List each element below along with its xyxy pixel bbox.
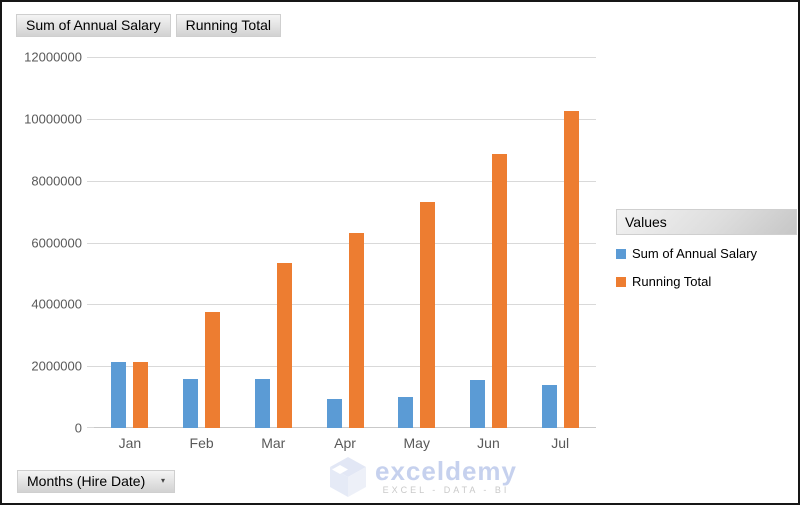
x-axis-tick-label: Jun	[477, 435, 500, 451]
y-axis-tick	[87, 366, 94, 368]
x-axis-tick-label: Feb	[189, 435, 214, 451]
y-axis-tick-label: 8000000	[31, 173, 82, 189]
gridline	[94, 118, 596, 120]
watermark-brand: exceldemy	[375, 456, 517, 486]
category-group-jul	[524, 57, 596, 428]
value-field-buttons: Sum of Annual Salary Running Total	[16, 14, 282, 37]
gridline	[94, 304, 596, 306]
legend-label: Sum of Annual Salary	[632, 246, 758, 261]
y-axis: 12000000 10000000 8000000 6000000 4000000 200…	[2, 50, 82, 436]
bar-sum-of-annual-salary-mar	[254, 378, 270, 428]
bar-running-total-jul	[563, 111, 579, 428]
exceldemy-cube-logo-icon	[330, 457, 366, 497]
watermark-text: exceldemy EXCEL - DATA - BI	[375, 456, 517, 495]
x-axis-tick-label: Jan	[118, 435, 142, 451]
y-axis-tick	[87, 118, 94, 120]
gridline	[94, 242, 596, 244]
watermark-tagline: EXCEL - DATA - BI	[382, 485, 510, 495]
field-button-running-total[interactable]: Running Total	[175, 14, 282, 37]
y-axis-tick-label: 4000000	[31, 296, 82, 312]
category-group-jan	[94, 57, 166, 428]
x-axis: Jan Feb Mar Apr May Jun Jul	[94, 435, 596, 455]
category-group-apr	[309, 57, 381, 428]
legend: Values Sum of Annual Salary Running Total	[616, 209, 797, 302]
plot-area	[87, 57, 596, 428]
y-axis-tick	[87, 427, 94, 428]
category-group-mar	[237, 57, 309, 428]
bar-sum-of-annual-salary-jul	[541, 384, 557, 428]
gridline	[94, 427, 596, 428]
bar-sum-of-annual-salary-jan	[111, 361, 127, 428]
bar-running-total-feb	[205, 312, 221, 428]
bars	[94, 57, 596, 428]
y-axis-tick-label: 6000000	[31, 235, 82, 250]
bar-running-total-apr	[348, 233, 364, 428]
gridline	[94, 180, 596, 182]
bar-sum-of-annual-salary-may	[398, 397, 414, 428]
legend-item-running-total: Running Total	[616, 274, 797, 289]
bar-sum-of-annual-salary-jun	[469, 380, 485, 428]
bar-sum-of-annual-salary-feb	[183, 378, 199, 428]
legend-item-sum-of-annual-salary: Sum of Annual Salary	[616, 246, 797, 261]
category-group-may	[381, 57, 453, 428]
category-group-jun	[453, 57, 525, 428]
category-group-feb	[166, 57, 238, 428]
y-axis-tick	[87, 57, 94, 58]
bar-running-total-jan	[133, 361, 149, 428]
y-axis-tick-label: 12000000	[24, 49, 82, 65]
gridline	[94, 57, 596, 58]
y-axis-tick	[87, 304, 94, 306]
axis-field-button-months-hire-date[interactable]: Months (Hire Date) ▾	[17, 470, 175, 493]
axis-field-label: Months (Hire Date)	[27, 473, 146, 489]
dropdown-arrow-icon[interactable]: ▾	[160, 476, 165, 485]
field-button-sum-of-annual-salary[interactable]: Sum of Annual Salary	[16, 14, 171, 37]
legend-items: Sum of Annual Salary Running Total	[616, 246, 797, 289]
watermark: exceldemy EXCEL - DATA - BI	[328, 456, 517, 498]
gridline	[94, 366, 596, 368]
x-axis-tick-label: Mar	[261, 435, 286, 451]
bar-sum-of-annual-salary-apr	[326, 398, 342, 428]
x-axis-tick-label: May	[403, 435, 430, 451]
legend-swatch-icon	[616, 276, 626, 287]
y-axis-tick-label: 10000000	[24, 111, 82, 127]
legend-swatch-icon	[616, 248, 626, 259]
legend-field-button-values[interactable]: Values	[616, 209, 797, 235]
bar-running-total-may	[420, 202, 436, 428]
y-axis-tick-label: 2000000	[31, 358, 82, 374]
y-axis-tick	[87, 180, 94, 182]
y-axis-tick-label: 0	[74, 420, 82, 436]
x-axis-tick-label: Jul	[551, 435, 570, 451]
y-axis-tick	[87, 242, 94, 244]
bar-running-total-mar	[276, 262, 292, 428]
bar-running-total-jun	[491, 154, 507, 428]
x-axis-tick-label: Apr	[334, 435, 356, 451]
legend-label: Running Total	[632, 274, 712, 289]
